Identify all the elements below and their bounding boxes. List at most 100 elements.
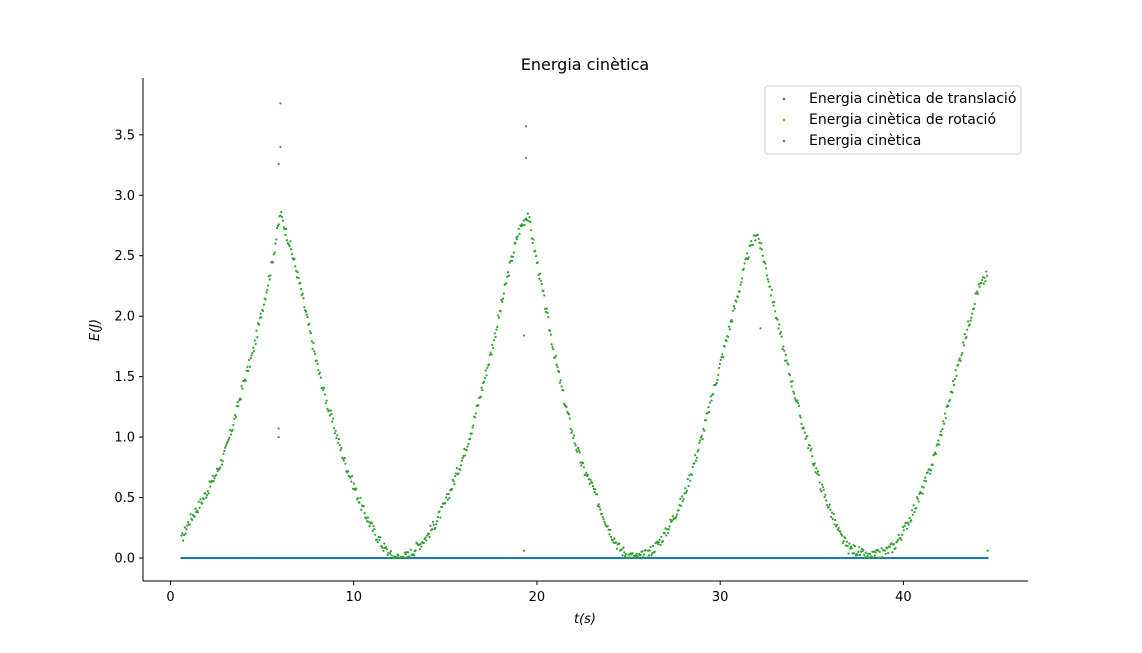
total-energy-point (220, 463, 223, 466)
total-energy-point (830, 511, 834, 514)
legend-marker-rotation (782, 118, 786, 122)
total-energy-point (228, 436, 231, 439)
total-energy-point (359, 496, 362, 499)
total-energy-point (569, 427, 572, 431)
total-energy-point (468, 437, 472, 440)
total-energy-point (623, 551, 626, 554)
total-energy-point (845, 540, 848, 543)
total-energy-point (586, 473, 590, 476)
total-energy-point (332, 417, 335, 420)
total-energy-point (355, 487, 358, 490)
total-energy-point (436, 515, 440, 519)
total-energy-point (961, 351, 964, 355)
total-energy-point (732, 304, 736, 308)
total-energy-point (388, 552, 392, 555)
total-energy-point (439, 516, 442, 519)
total-energy-point (975, 292, 978, 295)
total-energy-point (661, 540, 665, 543)
total-energy-point (371, 529, 374, 532)
total-energy-point (828, 503, 831, 506)
total-energy-point (684, 491, 688, 494)
total-energy-point (351, 487, 355, 490)
total-energy-point (926, 471, 929, 474)
total-energy-point (877, 549, 880, 552)
total-energy-point (525, 218, 529, 222)
total-energy-point (874, 551, 877, 554)
total-energy-point (290, 248, 293, 251)
total-energy-point (574, 444, 577, 447)
total-energy-point (687, 484, 690, 488)
total-energy-point (699, 439, 702, 442)
total-energy-point (258, 316, 261, 319)
total-energy-point (188, 523, 191, 526)
total-energy-point (196, 509, 199, 512)
total-energy-point (600, 512, 604, 516)
total-energy-point (266, 288, 269, 292)
total-energy-point (514, 241, 517, 244)
total-energy-point (856, 553, 859, 557)
total-energy-point (528, 216, 531, 219)
total-energy-point (824, 493, 827, 496)
total-energy-point (784, 353, 787, 357)
total-energy-point (659, 543, 662, 547)
total-energy-point (219, 466, 222, 469)
total-energy-point (756, 233, 759, 236)
legend-label-translation: Energia cinètica de translació (809, 91, 1016, 107)
total-energy-point (517, 227, 520, 230)
total-energy-point (858, 553, 862, 557)
total-energy-point (763, 260, 766, 263)
total-energy-point (905, 521, 908, 524)
total-energy-point (733, 307, 736, 310)
total-energy-point (728, 328, 731, 331)
total-energy-point (213, 477, 216, 480)
total-energy-point (973, 302, 976, 306)
total-energy-point (887, 552, 890, 555)
total-energy-point (796, 399, 799, 402)
total-energy-point (803, 431, 806, 434)
total-energy-point (847, 552, 850, 555)
total-energy-point (722, 356, 725, 359)
total-energy-point (667, 528, 670, 531)
total-energy-point (429, 524, 432, 527)
y-tick-label: 0.5 (114, 491, 135, 506)
total-energy-point (769, 294, 773, 297)
total-energy-point (453, 482, 456, 486)
total-energy-point (290, 253, 294, 256)
total-energy-point (666, 528, 669, 531)
total-energy-outlier (279, 102, 282, 105)
total-energy-point (603, 520, 606, 523)
total-energy-point (247, 369, 250, 373)
total-energy-point (186, 521, 190, 524)
total-energy-point (712, 392, 715, 396)
total-energy-point (637, 556, 640, 559)
total-energy-point (864, 551, 867, 554)
total-energy-point (596, 504, 599, 508)
total-energy-point (811, 455, 814, 458)
total-energy-point (532, 238, 535, 241)
total-energy-point (565, 405, 568, 409)
legend: Energia cinètica de translació Energia c… (764, 85, 1022, 155)
total-energy-point (388, 556, 391, 559)
total-energy-point (793, 397, 797, 400)
total-energy-point (341, 457, 345, 460)
total-energy-point (548, 329, 552, 332)
total-energy-point (851, 552, 854, 555)
total-energy-point (447, 493, 450, 496)
total-energy-point (807, 447, 810, 450)
total-energy-point (419, 542, 422, 546)
total-energy-point (900, 538, 903, 541)
x-tick-label: 40 (895, 590, 912, 605)
x-tick-label: 20 (529, 590, 546, 605)
total-energy-point (919, 491, 923, 494)
total-energy-point (695, 456, 698, 459)
total-energy-point (977, 283, 980, 286)
total-energy-point (510, 255, 513, 258)
total-energy-point (839, 530, 842, 533)
total-energy-point (495, 328, 498, 331)
total-energy-point (329, 409, 332, 412)
total-energy-point (505, 282, 508, 285)
total-energy-point (719, 358, 722, 362)
total-energy-point (797, 404, 801, 407)
total-energy-point (313, 350, 316, 353)
total-energy-point (912, 504, 915, 507)
